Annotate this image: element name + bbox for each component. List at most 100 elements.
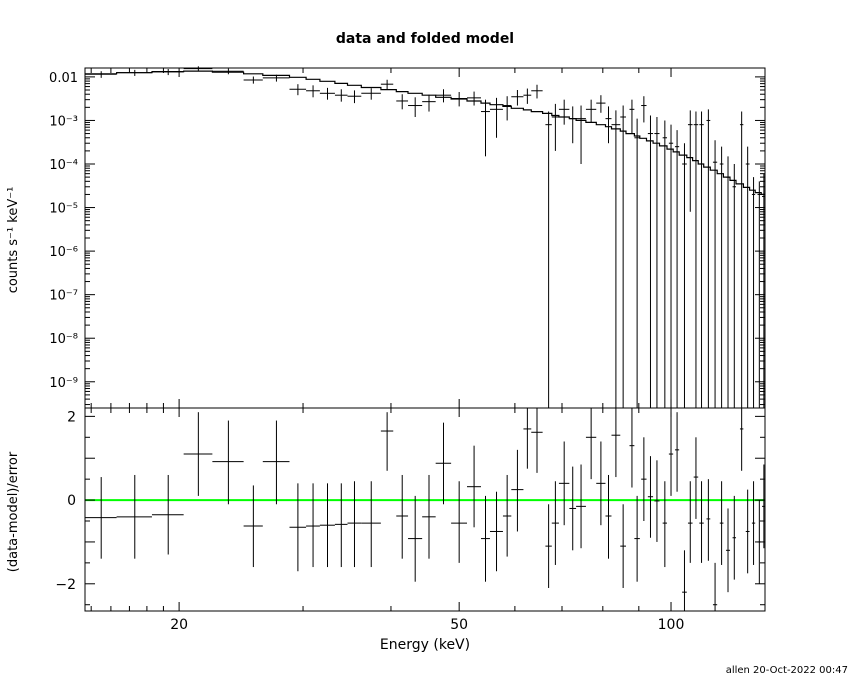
- y-tick-label: 2: [67, 409, 76, 425]
- residual-point: [725, 508, 731, 593]
- y-tick-label: 10⁻⁴: [49, 158, 78, 173]
- residual-point: [489, 491, 503, 572]
- data-point: [334, 89, 348, 102]
- residual-point: [551, 481, 559, 565]
- residual-point: [732, 495, 737, 580]
- residual-point: [396, 474, 409, 559]
- y-tick-label: 10⁻³: [49, 114, 78, 129]
- data-point: [706, 109, 711, 408]
- residual-point: [605, 474, 612, 559]
- residual-point: [699, 481, 704, 563]
- residual-point: [511, 449, 524, 532]
- data-point: [725, 156, 731, 408]
- residual-point: [289, 483, 307, 572]
- data-point: [289, 84, 307, 96]
- residual-point: [334, 483, 348, 568]
- residual-point: [422, 474, 436, 559]
- residual-point: [596, 441, 606, 526]
- data-point: [712, 140, 718, 408]
- residual-point: [306, 483, 320, 568]
- data-point: [620, 105, 626, 408]
- y-tick-label: 10⁻⁸: [49, 332, 78, 347]
- data-point: [687, 110, 693, 212]
- data-point: [668, 124, 674, 408]
- bottom-data-layer: [85, 408, 765, 611]
- x-tick-label: 20: [170, 617, 188, 633]
- data-point: [629, 99, 635, 134]
- data-point: [116, 69, 152, 76]
- data-point: [634, 118, 640, 408]
- residual-point: [611, 408, 621, 478]
- data-point: [641, 96, 647, 123]
- data-point: [751, 177, 756, 408]
- data-point: [551, 103, 559, 151]
- residual-point: [347, 481, 362, 568]
- residual-point: [183, 412, 213, 496]
- residual-point: [502, 474, 512, 557]
- residual-point: [745, 489, 750, 574]
- chart-title: data and folded model: [336, 31, 514, 47]
- data-point: [511, 90, 524, 106]
- residual-point: [585, 408, 597, 480]
- data-point: [682, 143, 687, 408]
- residual-point: [243, 485, 263, 568]
- data-point: [422, 94, 436, 112]
- top-data-layer: [85, 66, 765, 408]
- data-point: [605, 106, 612, 144]
- residual-point: [435, 422, 452, 505]
- residual-point: [480, 495, 490, 582]
- residual-point: [451, 481, 468, 563]
- residual-point: [151, 474, 184, 555]
- data-point: [347, 90, 362, 104]
- residual-point: [531, 408, 543, 473]
- y-tick-label: 10⁻⁷: [49, 289, 78, 304]
- residual-point: [85, 477, 117, 559]
- data-point: [212, 68, 244, 75]
- data-point: [262, 74, 290, 82]
- data-point: [719, 146, 724, 408]
- data-point: [739, 111, 744, 408]
- data-point: [85, 71, 117, 78]
- y-tick-label: 10⁻⁹: [49, 376, 78, 391]
- data-point: [319, 87, 335, 100]
- top-axes: 0.01 10⁻³ 10⁻⁴ 10⁻⁵ 10⁻⁶ 10⁻⁷ 10⁻⁸ 10⁻⁹: [49, 67, 766, 409]
- data-point: [545, 111, 552, 408]
- y-tick-label: 0: [67, 493, 76, 509]
- data-point: [558, 99, 570, 125]
- residual-point: [693, 437, 699, 519]
- data-point: [380, 79, 394, 90]
- data-point: [674, 130, 680, 408]
- data-point: [611, 110, 621, 408]
- data-point: [451, 91, 468, 107]
- residual-point: [467, 445, 481, 528]
- residual-point: [706, 479, 711, 561]
- data-point: [647, 115, 654, 408]
- residual-point: [319, 483, 335, 568]
- data-point: [699, 111, 704, 408]
- residual-point: [576, 464, 586, 549]
- data-point: [151, 68, 184, 76]
- residual-point: [674, 412, 680, 492]
- top-model-layer: [85, 70, 765, 195]
- data-point: [585, 99, 597, 123]
- residual-point: [545, 504, 552, 588]
- residual-point: [682, 550, 687, 611]
- x-axis-label: Energy (keV): [380, 637, 470, 653]
- y-tick-label: −2: [55, 577, 76, 593]
- residual-point: [558, 441, 570, 526]
- residual-point: [380, 412, 394, 471]
- residual-point: [739, 408, 744, 471]
- residual-point: [719, 481, 724, 565]
- data-point: [732, 164, 737, 408]
- top-panel: 0.01 10⁻³ 10⁻⁴ 10⁻⁵ 10⁻⁶ 10⁻⁷ 10⁻⁸ 10⁻⁹ counts …: [6, 66, 766, 409]
- residual-point: [641, 437, 647, 522]
- data-point: [531, 84, 543, 99]
- y-tick-label: 0.01: [49, 71, 78, 86]
- residual-point: [361, 481, 381, 568]
- data-point: [654, 116, 660, 408]
- residual-point: [569, 466, 577, 551]
- bottom-frame: [84, 407, 766, 612]
- data-point: [396, 94, 409, 110]
